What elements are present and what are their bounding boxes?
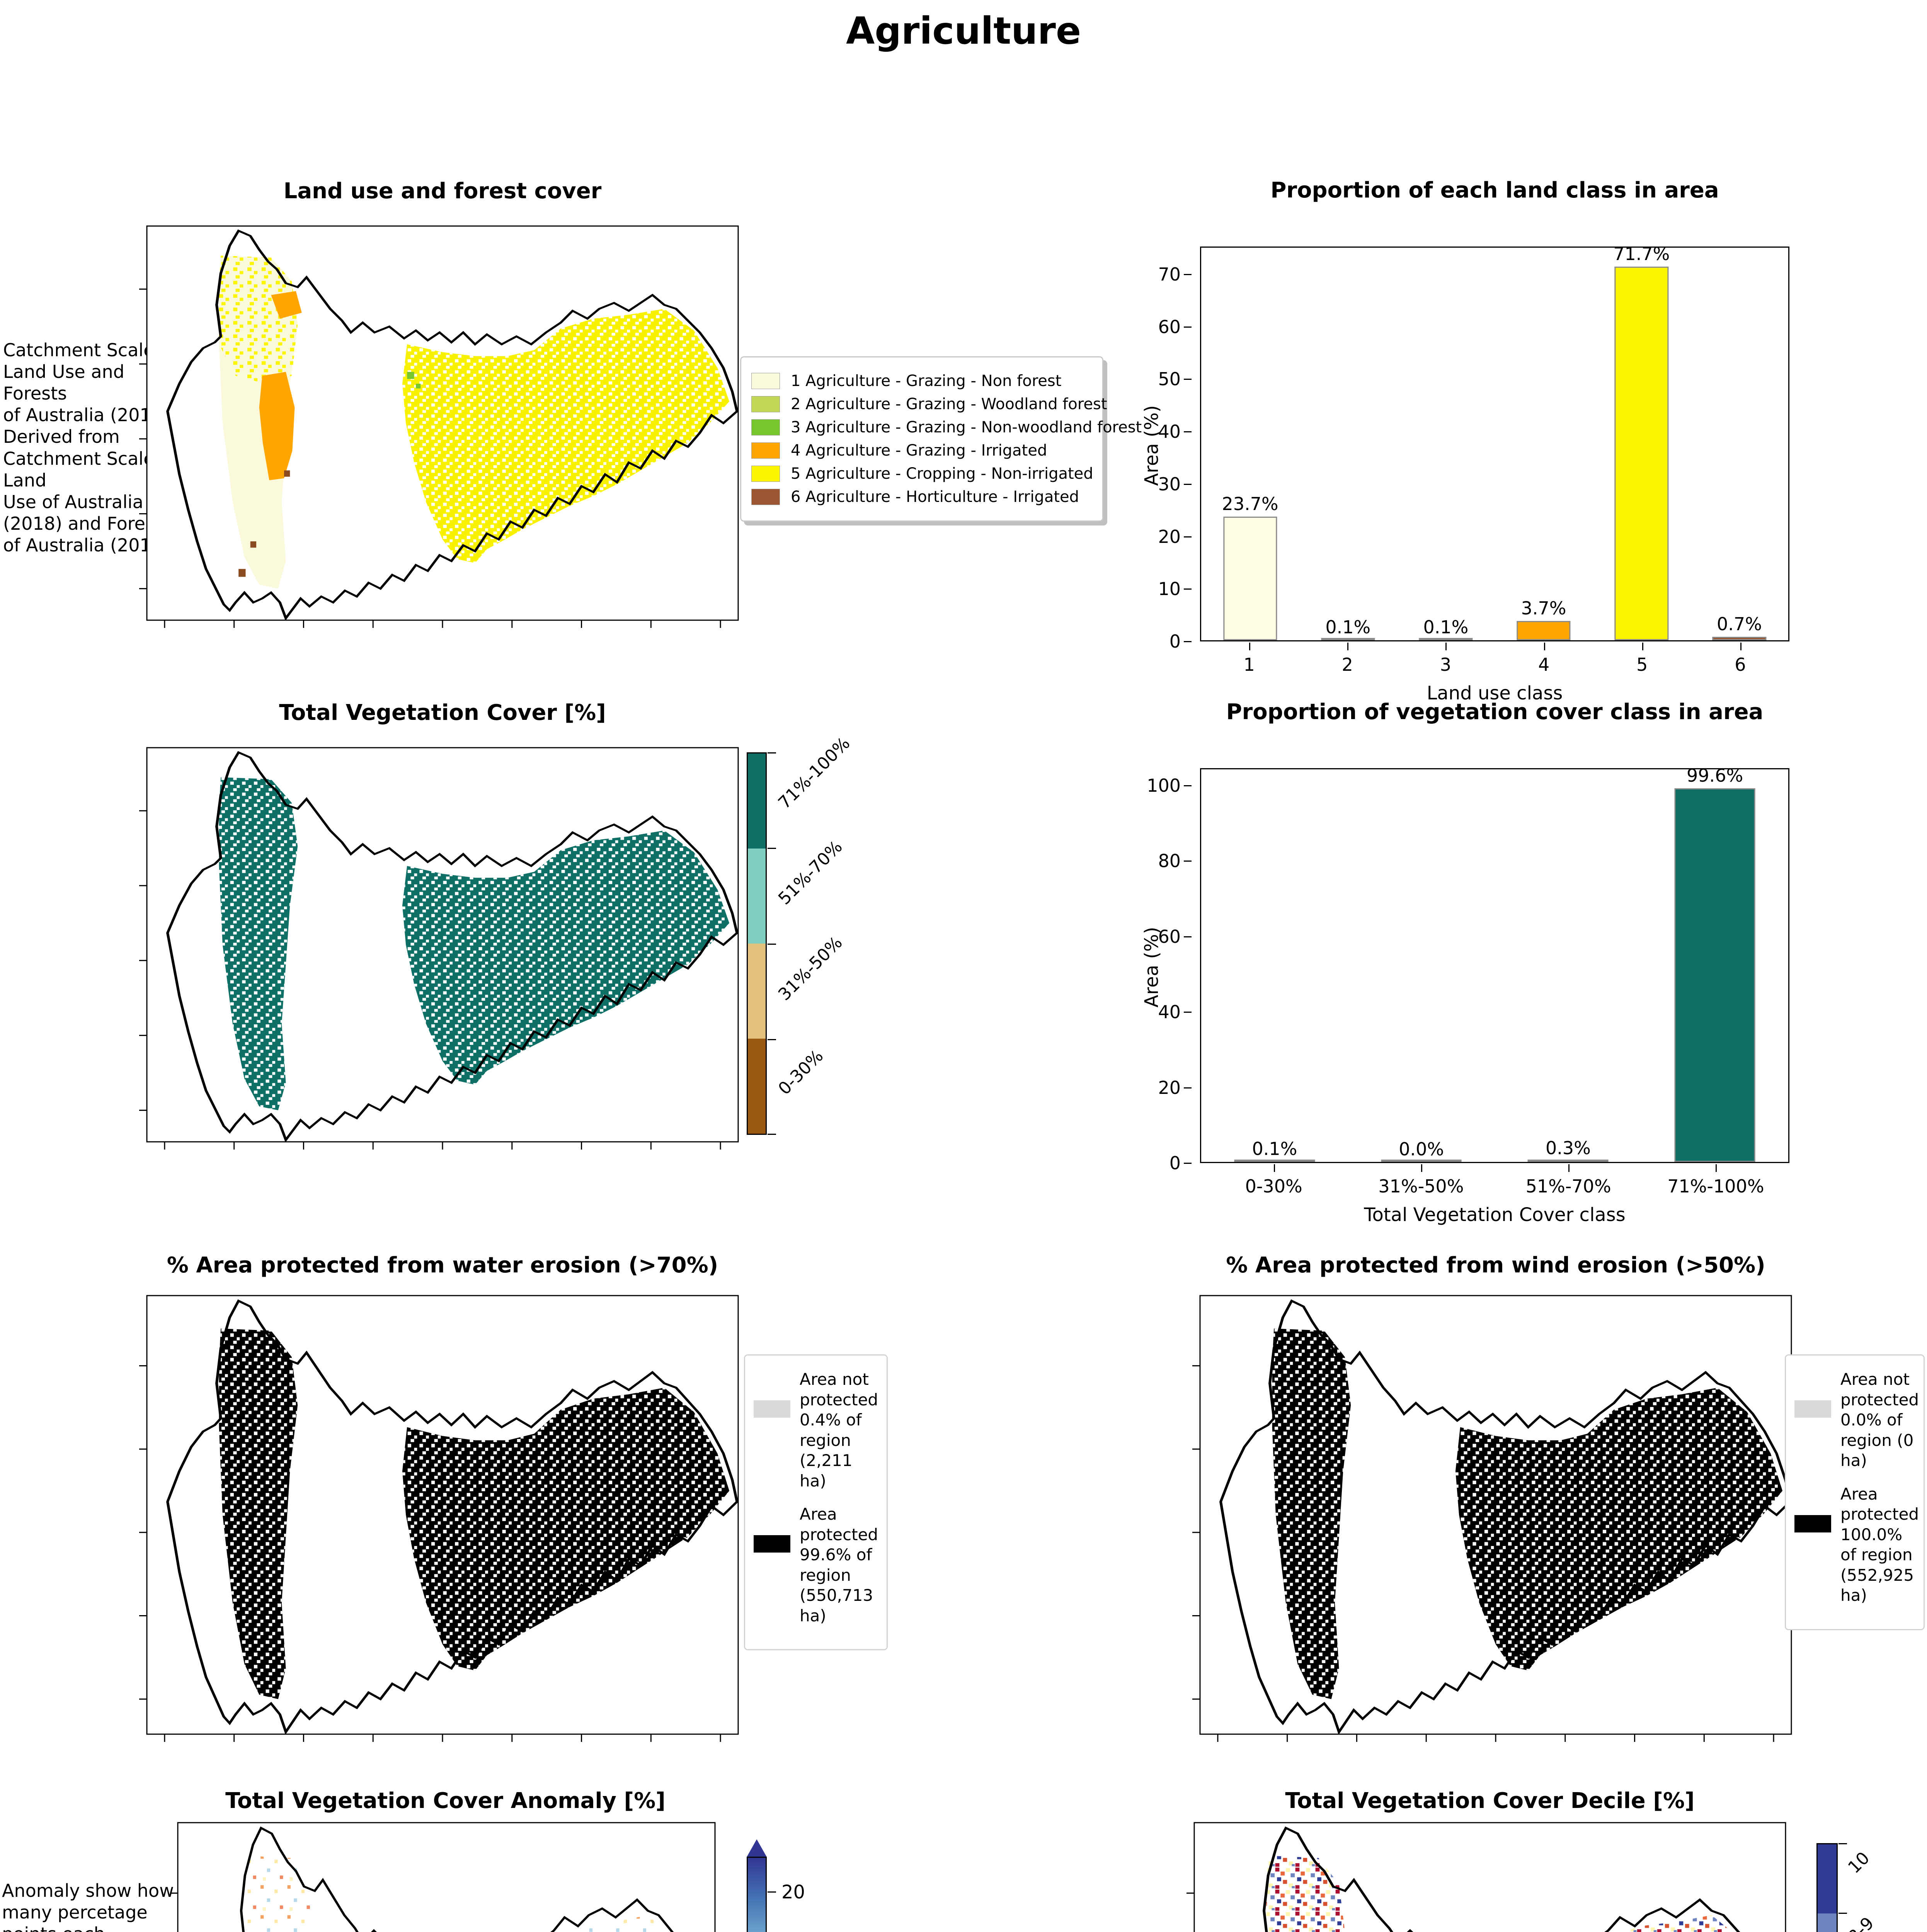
legend-item: Area not protected 0.4% of region (2,211…	[754, 1369, 878, 1491]
decile-colorbar	[1816, 1843, 1838, 1932]
bar-class5: 71.7%	[1593, 243, 1690, 640]
cbar-seg-31-50	[748, 944, 766, 1039]
landuse-map	[133, 224, 740, 634]
class6-swatch	[751, 489, 780, 505]
bar-class2: 0.1%	[1299, 248, 1397, 640]
vegclass-chart-yticks: 0 20 40 60 80 100	[1147, 775, 1181, 1173]
cbar-seg-0-30	[748, 1039, 766, 1134]
bar-31-50: 0.0%	[1348, 769, 1495, 1162]
water-erosion-map	[133, 1294, 740, 1752]
bar-class3: 0.1%	[1397, 248, 1495, 640]
legend-item: 2 Agriculture - Grazing - Woodland fores…	[751, 395, 1107, 413]
anomaly-tick-20: 20	[781, 1881, 805, 1903]
class4-swatch	[751, 442, 780, 459]
legend-item: Area protected 100.0% of region (552,925…	[1794, 1484, 1919, 1606]
protected-swatch	[1794, 1515, 1831, 1532]
cbar-label-0-30: 0-30%	[774, 1046, 827, 1099]
vegcover-map-title: Total Vegetation Cover [%]	[279, 700, 606, 725]
vegclass-chart-plot: 0.1% 0.0% 0.3% 99.6%	[1200, 765, 1789, 1163]
anomaly-map	[164, 1821, 717, 1932]
anomaly-colorbar	[747, 1857, 767, 1932]
vegcover-colorbar	[747, 752, 767, 1135]
anomaly-explainer: Anomaly show how many percetage points e…	[2, 1880, 174, 1932]
wind-erosion-legend: Area not protected 0.0% of region (0 ha)…	[1785, 1354, 1925, 1630]
decile-label-10: 10	[1844, 1848, 1874, 1878]
cbar-seg-71-100	[748, 753, 766, 849]
landuse-legend: 1 Agriculture - Grazing - Non forest 2 A…	[740, 356, 1142, 522]
legend-item: Area protected 99.6% of region (550,713 …	[754, 1504, 878, 1626]
not-protected-swatch	[1794, 1400, 1831, 1418]
bar-0-30: 0.1%	[1201, 769, 1348, 1162]
bar-class1: 23.7%	[1201, 248, 1299, 640]
vegclass-chart-title: Proportion of vegetation cover class in …	[1226, 699, 1764, 724]
bar-class4: 3.7%	[1495, 248, 1593, 640]
protected-swatch	[754, 1535, 790, 1553]
vegclass-chart-xlabel: Total Vegetation Cover class	[1364, 1204, 1626, 1226]
cbar-seg-8-9	[1818, 1913, 1837, 1932]
landclass-chart-xticks: 1 2 3 4 5 6	[1200, 643, 1789, 675]
anomaly-map-title: Total Vegetation Cover Anomaly [%]	[225, 1788, 666, 1813]
cbar-label-51-70: 51%-70%	[774, 837, 846, 909]
decile-map-title: Total Vegetation Cover Decile [%]	[1285, 1788, 1695, 1813]
cbar-label-71-100: 71%-100%	[774, 733, 854, 813]
water-erosion-title: % Area protected from water erosion (>70…	[167, 1253, 718, 1278]
class1-swatch	[751, 373, 780, 389]
landclass-chart-xlabel: Land use class	[1427, 682, 1563, 704]
water-erosion-legend: Area not protected 0.4% of region (2,211…	[744, 1354, 888, 1650]
legend-item: 3 Agriculture - Grazing - Non-woodland f…	[751, 418, 1142, 436]
legend-item: 6 Agriculture - Horticulture - Irrigated	[751, 488, 1092, 506]
cbar-label-31-50: 31%-50%	[774, 932, 846, 1005]
not-protected-swatch	[754, 1400, 790, 1418]
legend-item: 4 Agriculture - Grazing - Irrigated	[751, 442, 1092, 459]
class3-swatch	[751, 419, 780, 435]
anomaly-colorbar-top-arrow	[747, 1839, 767, 1857]
bar-class6: 0.7%	[1690, 248, 1788, 640]
class2-swatch	[751, 396, 780, 412]
wind-erosion-map	[1187, 1294, 1793, 1752]
cbar-seg-51-70	[748, 849, 766, 944]
legend-item: 1 Agriculture - Grazing - Non forest	[751, 372, 1092, 390]
legend-item: 5 Agriculture - Cropping - Non-irrigated	[751, 465, 1093, 483]
wind-erosion-title: % Area protected from wind erosion (>50%…	[1226, 1253, 1765, 1278]
vegclass-chart-xticks: 0-30% 31%-50% 51%-70% 71%-100%	[1200, 1164, 1789, 1197]
decile-map	[1181, 1821, 1787, 1932]
landclass-chart-title: Proportion of each land class in area	[1270, 178, 1719, 203]
bar-51-70: 0.3%	[1495, 769, 1642, 1162]
landclass-chart-yticks: 0 10 20 30 40 50 60 70	[1158, 264, 1181, 652]
vegcover-map	[133, 746, 740, 1155]
decile-label-8-9: 8-9	[1844, 1913, 1878, 1932]
landuse-map-title: Land use and forest cover	[283, 179, 602, 204]
cbar-seg-10	[1818, 1844, 1837, 1913]
bar-71-100: 99.6%	[1641, 765, 1788, 1162]
landclass-chart-plot: 23.7% 0.1% 0.1% 3.7% 71.7% 0.7%	[1200, 243, 1789, 641]
legend-item: Area not protected 0.0% of region (0 ha)	[1794, 1369, 1919, 1471]
page-title: Agriculture	[846, 9, 1081, 53]
class5-swatch	[751, 466, 780, 482]
